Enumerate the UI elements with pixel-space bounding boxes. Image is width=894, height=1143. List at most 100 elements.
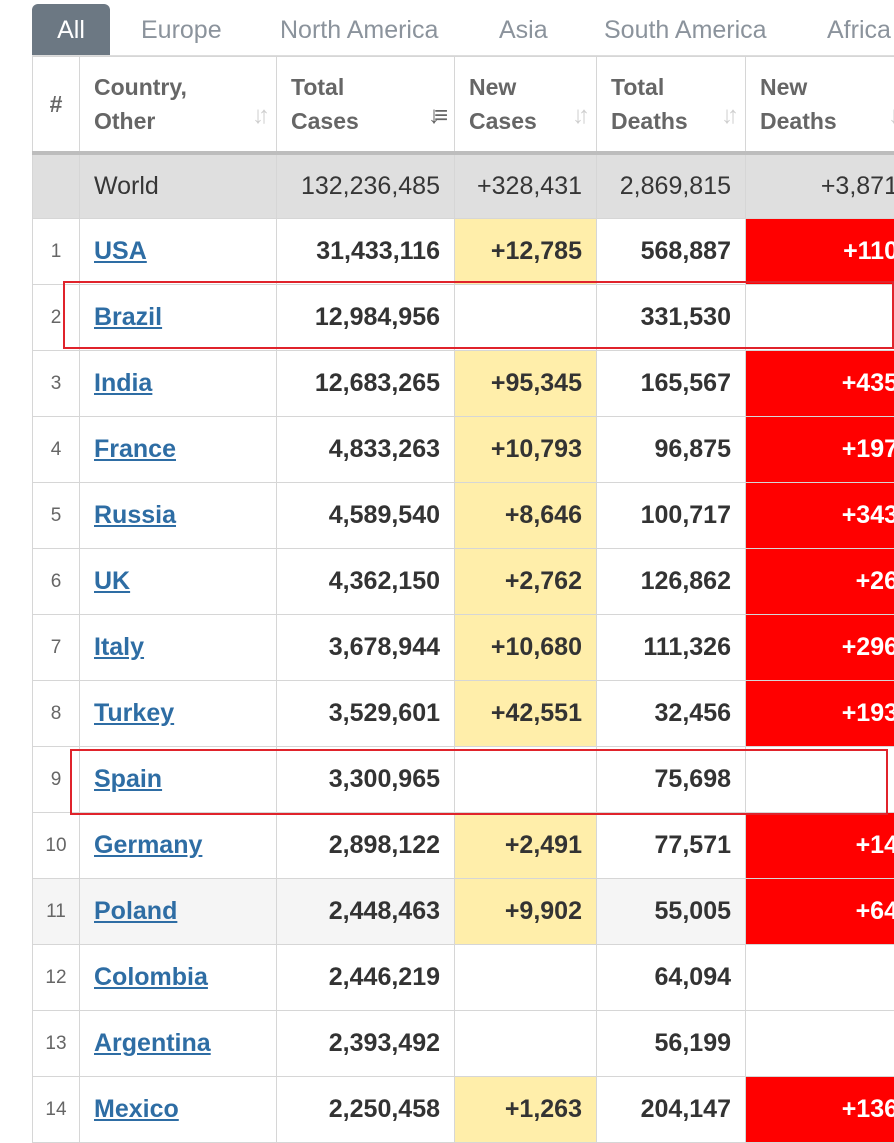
header-rank[interactable]: # <box>33 57 80 153</box>
new-cases-cell <box>455 285 597 351</box>
world-label: World <box>80 153 277 219</box>
country-cell: Spain <box>80 747 277 813</box>
new-cases-cell: +95,345 <box>455 351 597 417</box>
header-label-line2: Deaths <box>611 108 688 134</box>
rank-cell: 7 <box>33 615 80 681</box>
country-link[interactable]: Turkey <box>94 699 174 727</box>
new-deaths-cell <box>746 945 894 1011</box>
total-deaths-cell: 204,147 <box>597 1077 746 1143</box>
new-deaths-cell: +26 <box>746 549 894 615</box>
world-total-deaths: 2,869,815 <box>597 153 746 219</box>
country-link[interactable]: Poland <box>94 897 177 925</box>
tab-south-america[interactable]: South America <box>604 4 767 56</box>
sort-arrows-icon: ↓↑ <box>572 99 584 133</box>
total-cases-cell: 2,446,219 <box>277 945 455 1011</box>
new-deaths-cell: +110 <box>746 219 894 285</box>
country-link[interactable]: France <box>94 435 176 463</box>
country-link[interactable]: Russia <box>94 501 176 529</box>
country-link[interactable]: Mexico <box>94 1095 179 1123</box>
header-new-deaths[interactable]: New Deaths ↓↑ <box>746 57 894 153</box>
header-label-line1: New <box>760 74 807 100</box>
rank-cell: 12 <box>33 945 80 1011</box>
new-deaths-cell: +197 <box>746 417 894 483</box>
total-deaths-cell: 331,530 <box>597 285 746 351</box>
country-cell: Italy <box>80 615 277 681</box>
country-link[interactable]: Brazil <box>94 303 162 331</box>
total-cases-cell: 3,300,965 <box>277 747 455 813</box>
total-deaths-cell: 100,717 <box>597 483 746 549</box>
rank-cell: 2 <box>33 285 80 351</box>
header-total-deaths[interactable]: Total Deaths ↓↑ <box>597 57 746 153</box>
tab-asia[interactable]: Asia <box>499 4 548 56</box>
header-label-line1: Total <box>611 74 664 100</box>
country-link[interactable]: USA <box>94 237 147 265</box>
rank-cell: 9 <box>33 747 80 813</box>
new-cases-cell: +2,762 <box>455 549 597 615</box>
new-deaths-cell: +193 <box>746 681 894 747</box>
table-header-row: # Country, Other ↓↑ Total Cases ↓≡ New C… <box>33 57 894 153</box>
new-cases-cell: +9,902 <box>455 879 597 945</box>
rank-cell: 3 <box>33 351 80 417</box>
header-country[interactable]: Country, Other ↓↑ <box>80 57 277 153</box>
header-label-line1: Country, <box>94 74 187 100</box>
tab-europe[interactable]: Europe <box>141 4 222 56</box>
header-total-cases[interactable]: Total Cases ↓≡ <box>277 57 455 153</box>
country-link[interactable]: UK <box>94 567 130 595</box>
rank-cell: 4 <box>33 417 80 483</box>
country-cell: Colombia <box>80 945 277 1011</box>
new-deaths-cell <box>746 747 894 813</box>
new-cases-cell <box>455 747 597 813</box>
sort-descending-icon: ↓≡ <box>428 99 442 133</box>
tab-north-america[interactable]: North America <box>280 4 438 56</box>
country-link[interactable]: Spain <box>94 765 162 793</box>
country-link[interactable]: Colombia <box>94 963 208 991</box>
table-row: 12 Colombia 2,446,219 64,094 <box>33 945 894 1011</box>
rank-cell: 14 <box>33 1077 80 1143</box>
total-cases-cell: 12,683,265 <box>277 351 455 417</box>
rank-cell: 8 <box>33 681 80 747</box>
total-deaths-cell: 64,094 <box>597 945 746 1011</box>
tab-all[interactable]: All <box>32 4 110 56</box>
total-cases-cell: 4,362,150 <box>277 549 455 615</box>
country-link[interactable]: Germany <box>94 831 202 859</box>
country-cell: Turkey <box>80 681 277 747</box>
country-cell: Germany <box>80 813 277 879</box>
new-deaths-cell: +296 <box>746 615 894 681</box>
rank-cell: 13 <box>33 1011 80 1077</box>
country-cell: India <box>80 351 277 417</box>
total-cases-cell: 4,833,263 <box>277 417 455 483</box>
country-link[interactable]: Argentina <box>94 1029 211 1057</box>
total-cases-cell: 2,448,463 <box>277 879 455 945</box>
country-cell: USA <box>80 219 277 285</box>
header-label-line2: Deaths <box>760 108 837 134</box>
new-cases-cell: +12,785 <box>455 219 597 285</box>
total-cases-cell: 2,393,492 <box>277 1011 455 1077</box>
rank-cell: 5 <box>33 483 80 549</box>
header-new-cases[interactable]: New Cases ↓↑ <box>455 57 597 153</box>
tab-africa[interactable]: Africa <box>827 4 891 56</box>
sort-arrows-icon: ↓↑ <box>252 99 264 133</box>
total-cases-cell: 2,898,122 <box>277 813 455 879</box>
country-link[interactable]: India <box>94 369 152 397</box>
sort-arrows-icon: ↓↑ <box>888 99 894 133</box>
new-cases-cell: +42,551 <box>455 681 597 747</box>
world-new-cases: +328,431 <box>455 153 597 219</box>
country-link[interactable]: Italy <box>94 633 144 661</box>
total-deaths-cell: 111,326 <box>597 615 746 681</box>
total-deaths-cell: 77,571 <box>597 813 746 879</box>
total-cases-cell: 3,529,601 <box>277 681 455 747</box>
world-new-deaths: +3,871 <box>746 153 894 219</box>
country-cell: Mexico <box>80 1077 277 1143</box>
rank-cell <box>33 153 80 219</box>
world-total-row: World 132,236,485 +328,431 2,869,815 +3,… <box>33 153 894 219</box>
header-label-line1: Total <box>291 74 344 100</box>
